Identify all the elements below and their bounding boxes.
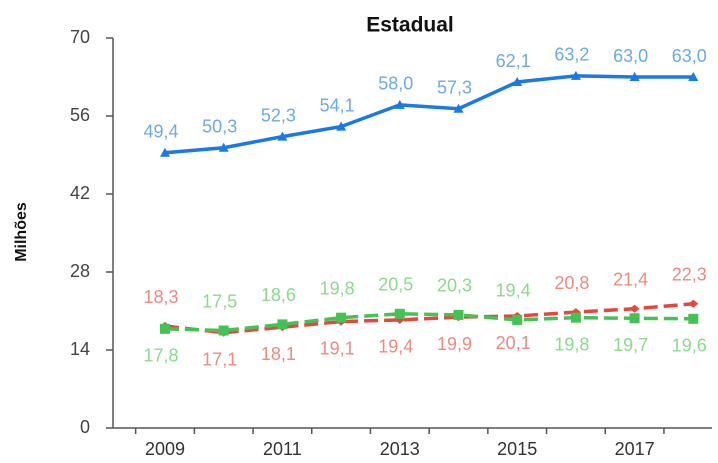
marker [629, 72, 640, 81]
data-label: 19,6 [672, 336, 707, 356]
marker [512, 77, 523, 87]
data-label: 19,8 [320, 278, 355, 298]
marker [277, 131, 288, 141]
data-label: 49,4 [143, 122, 178, 142]
data-label: 19,8 [554, 334, 589, 354]
data-label: 57,3 [437, 78, 472, 98]
data-label: 20,3 [437, 276, 472, 296]
data-label: 17,1 [202, 349, 237, 369]
data-label: 19,4 [496, 281, 531, 301]
y-tick-label: 0 [80, 417, 90, 437]
data-label: 17,8 [143, 346, 178, 366]
data-label: 18,3 [143, 287, 178, 307]
x-tick-label: 2009 [145, 439, 185, 459]
series-line [164, 74, 694, 155]
marker [570, 70, 581, 80]
x-tick-label: 2013 [380, 439, 420, 459]
data-label: 18,6 [261, 285, 296, 305]
y-tick-label: 56 [70, 105, 90, 125]
data-label: 20,8 [554, 273, 589, 293]
data-label: 21,4 [613, 270, 648, 290]
y-axis-label: Milhões [13, 202, 30, 262]
marker [336, 312, 347, 323]
marker [277, 319, 288, 330]
marker [394, 99, 405, 109]
marker [688, 72, 699, 81]
data-label: 18,1 [261, 344, 296, 364]
data-label: 50,3 [202, 117, 237, 137]
series-line [164, 312, 694, 333]
marker [453, 103, 464, 113]
data-label: 62,1 [496, 51, 531, 71]
data-label: 19,7 [613, 335, 648, 355]
marker [218, 142, 229, 152]
data-label: 20,5 [378, 275, 413, 295]
data-label: 20,1 [496, 333, 531, 353]
chart-title: Estadual [366, 14, 454, 37]
data-label: 22,3 [672, 265, 707, 285]
x-tick-label: 2015 [497, 439, 537, 459]
marker [629, 304, 640, 313]
data-label: 17,5 [202, 291, 237, 311]
marker [688, 299, 699, 308]
marker [453, 309, 464, 320]
y-tick-label: 14 [70, 339, 90, 359]
marker [218, 325, 229, 336]
data-label: 19,4 [378, 337, 413, 357]
x-tick-label: 2017 [615, 439, 655, 459]
marker [688, 313, 699, 324]
data-label: 58,0 [378, 74, 413, 94]
marker [570, 312, 581, 323]
data-label: 63,0 [613, 46, 648, 66]
data-label: 63,0 [672, 46, 707, 66]
marker [336, 121, 347, 131]
y-tick-label: 42 [70, 183, 90, 203]
y-tick-label: 28 [70, 261, 90, 281]
y-tick-label: 70 [70, 27, 90, 47]
data-label: 54,1 [320, 95, 355, 115]
data-label: 19,9 [437, 334, 472, 354]
marker [512, 314, 523, 325]
data-label: 63,2 [554, 45, 589, 65]
marker [629, 313, 640, 324]
data-label: 19,1 [320, 338, 355, 358]
x-tick-label: 2011 [263, 439, 302, 459]
series-line [164, 302, 694, 335]
marker [160, 323, 170, 334]
marker [394, 308, 405, 319]
marker [160, 147, 170, 157]
data-label: 52,3 [261, 105, 296, 125]
